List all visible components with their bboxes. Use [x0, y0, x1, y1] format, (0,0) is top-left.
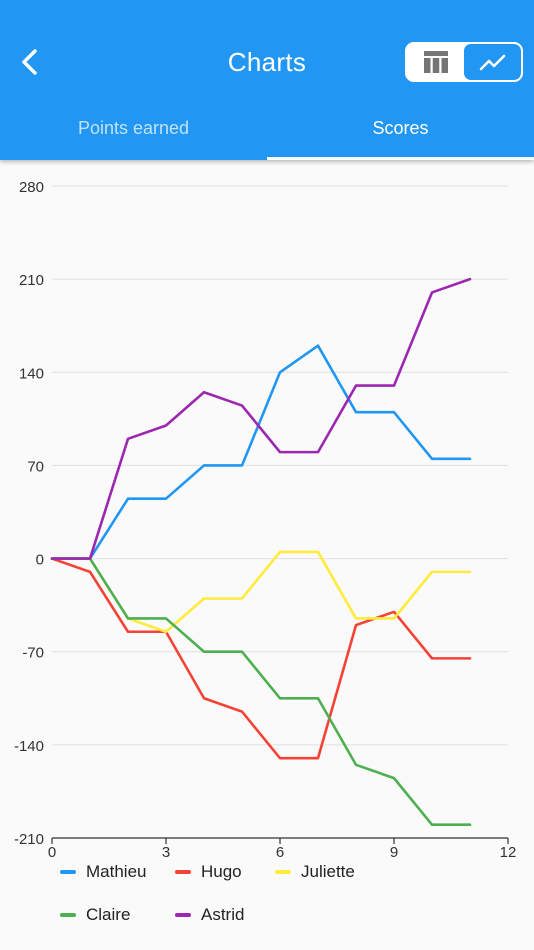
y-tick-label: 280	[19, 179, 44, 196]
chevron-left-icon	[22, 49, 37, 75]
y-tick-label: 210	[19, 272, 44, 289]
legend-label: Astrid	[201, 905, 245, 924]
y-tick-label: 140	[19, 365, 44, 382]
y-tick-label: -210	[14, 831, 44, 848]
x-tick-label: 0	[48, 844, 56, 860]
line-chart-icon	[479, 54, 505, 71]
legend-swatch	[60, 913, 76, 917]
series-line-hugo	[50, 557, 472, 760]
tab-points-earned[interactable]: Points earned	[77, 118, 190, 138]
legend-swatch	[275, 870, 291, 874]
table-icon	[423, 51, 448, 73]
y-tick-label: -140	[14, 738, 44, 755]
series-line-juliette	[50, 550, 472, 634]
legend-item-astrid: Astrid	[175, 905, 244, 925]
legend-item-juliette: Juliette	[275, 862, 355, 882]
x-tick-label: 3	[162, 844, 170, 860]
x-tick-label: 6	[276, 844, 284, 860]
app-bar: Charts Points earned Scores	[0, 0, 534, 160]
legend-swatch	[60, 870, 76, 874]
page-title: Charts	[227, 47, 307, 77]
y-tick-label: -70	[22, 645, 44, 662]
legend-swatch	[175, 913, 191, 917]
legend-item-claire: Claire	[60, 905, 130, 925]
chart-view-button[interactable]	[464, 44, 521, 80]
table-view-button[interactable]	[407, 44, 464, 80]
legend-label: Mathieu	[86, 862, 147, 881]
x-tick-label: 9	[390, 844, 398, 860]
legend-item-mathieu: Mathieu	[60, 862, 146, 882]
legend-label: Juliette	[301, 862, 355, 881]
legend-label: Claire	[86, 905, 131, 924]
y-tick-label: 0	[36, 552, 44, 569]
legend-label: Hugo	[201, 862, 242, 881]
y-tick-label: 70	[27, 458, 44, 475]
x-tick-label: 12	[500, 844, 517, 860]
view-toggle	[405, 42, 523, 82]
series-line-astrid	[50, 277, 472, 560]
series-line-mathieu	[50, 344, 472, 560]
tab-bar: Points earned Scores	[0, 100, 534, 160]
legend-swatch	[175, 870, 191, 874]
legend-item-hugo: Hugo	[175, 862, 242, 882]
back-button[interactable]	[14, 44, 46, 80]
series-line-claire	[50, 557, 472, 826]
tab-scores[interactable]: Scores	[267, 100, 534, 160]
